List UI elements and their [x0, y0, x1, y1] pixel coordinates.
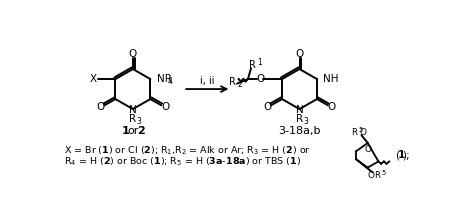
Text: 2: 2: [137, 126, 145, 136]
Text: 1: 1: [121, 126, 129, 136]
Text: R: R: [249, 60, 256, 70]
Text: i, ii: i, ii: [200, 76, 215, 86]
Text: R: R: [351, 128, 357, 137]
Text: (: (: [396, 150, 400, 160]
Text: 4: 4: [167, 77, 172, 86]
Text: O: O: [263, 102, 272, 112]
Text: O: O: [364, 145, 371, 154]
Text: 1: 1: [257, 58, 262, 67]
Text: );: );: [402, 150, 410, 160]
Text: O: O: [367, 171, 374, 180]
Text: R: R: [374, 171, 380, 180]
Text: O: O: [256, 74, 264, 84]
Text: X = Br ($\mathbf{1}$) or Cl ($\mathbf{2}$); R$_1$,R$_2$ = Alk or Ar; R$_3$ = H (: X = Br ($\mathbf{1}$) or Cl ($\mathbf{2}…: [64, 145, 310, 157]
Text: R: R: [129, 114, 137, 124]
Text: 3: 3: [137, 117, 142, 126]
Text: N: N: [129, 105, 137, 115]
Text: O: O: [295, 49, 304, 59]
Text: O: O: [328, 102, 336, 112]
Text: O: O: [161, 102, 169, 112]
Text: 1: 1: [398, 150, 405, 160]
Text: N: N: [296, 105, 303, 115]
Text: R: R: [229, 77, 236, 87]
Text: O: O: [129, 49, 137, 59]
Text: NH: NH: [323, 74, 338, 84]
Text: or: or: [127, 126, 138, 136]
Text: 3: 3: [303, 117, 308, 126]
Text: 5: 5: [382, 170, 386, 176]
Text: R$_4$ = H ($\mathbf{2}$) or Boc ($\mathbf{1}$); R$_5$ = H ($\mathbf{3a}$-$\mathb: R$_4$ = H ($\mathbf{2}$) or Boc ($\mathb…: [64, 156, 301, 168]
Text: 3-18a,b: 3-18a,b: [278, 126, 321, 136]
Text: O: O: [360, 128, 366, 137]
Text: NR: NR: [157, 74, 172, 84]
Text: R: R: [296, 114, 303, 124]
Text: 5: 5: [358, 127, 363, 133]
Text: O: O: [97, 102, 105, 112]
Text: 2: 2: [237, 80, 242, 89]
Text: X: X: [90, 74, 97, 84]
